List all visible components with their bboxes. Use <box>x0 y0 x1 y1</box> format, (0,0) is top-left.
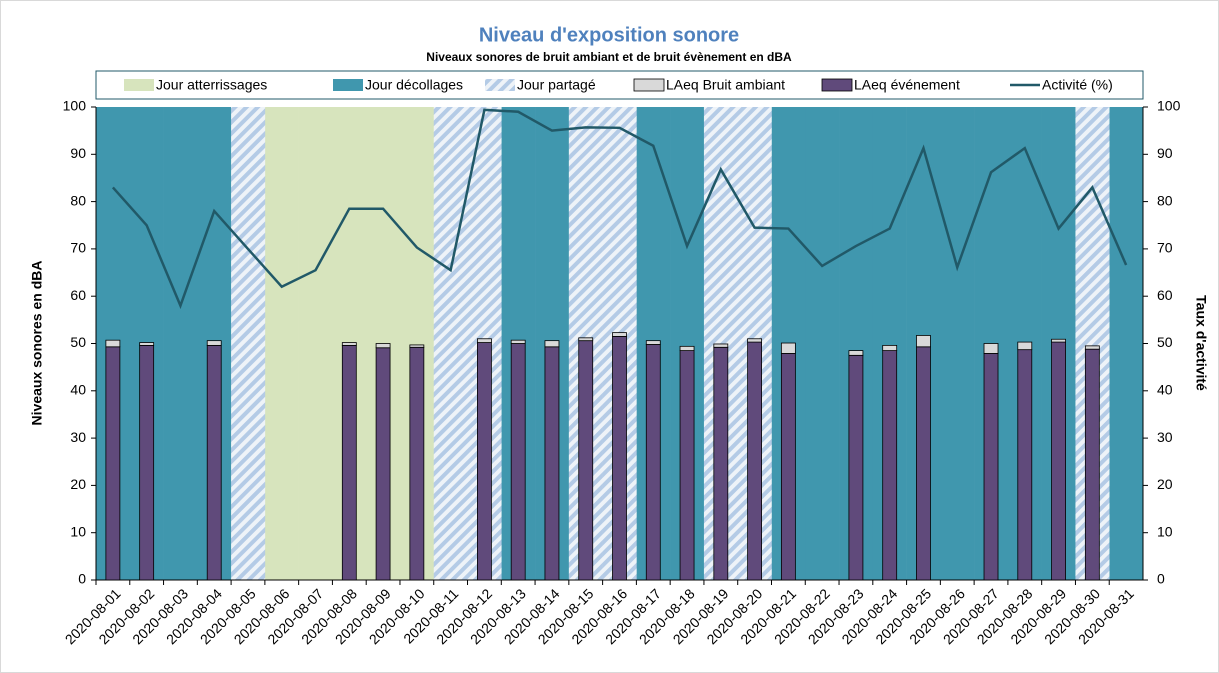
y2-tick-label: 50 <box>1157 334 1173 350</box>
event-bar <box>882 350 898 581</box>
event-bar <box>612 336 627 581</box>
ambient-bar <box>679 345 695 351</box>
y-tick-label: 20 <box>70 476 86 492</box>
ambient-bar <box>1017 341 1033 351</box>
day-type-bar <box>805 107 840 580</box>
event-bar <box>375 347 391 581</box>
ambient-bar <box>848 350 864 356</box>
y2-tick-label: 30 <box>1157 429 1173 445</box>
y-tick-label: 100 <box>63 98 87 114</box>
event-bar <box>1051 341 1066 581</box>
event-bar <box>544 346 560 581</box>
y-tick-label: 0 <box>78 571 86 587</box>
legend-label: Jour décollages <box>365 77 463 93</box>
event-bar <box>916 346 931 581</box>
legend-swatch <box>124 79 154 91</box>
y2-tick-label: 90 <box>1157 145 1173 161</box>
legend-swatch <box>485 79 515 91</box>
ambient-bar <box>645 340 661 345</box>
y2-tick-label: 80 <box>1157 192 1173 208</box>
day-type-bar <box>1109 107 1144 580</box>
day-type-bar <box>231 107 266 580</box>
ambient-bar <box>983 343 999 354</box>
y-axis-title: Niveaux sonores en dBA <box>29 261 45 426</box>
y-tick-label: 10 <box>70 523 86 539</box>
ambient-bar <box>916 335 931 348</box>
event-bar <box>983 353 999 581</box>
chart-title: Niveau d'exposition sonore <box>479 24 739 46</box>
event-bar <box>206 344 222 581</box>
event-bar <box>1017 349 1033 581</box>
y2-tick-label: 10 <box>1157 523 1173 539</box>
ambient-bar <box>713 343 729 348</box>
ambient-bar <box>139 342 155 346</box>
y-tick-label: 60 <box>70 287 86 303</box>
y2-tick-label: 0 <box>1157 571 1165 587</box>
event-bar <box>848 354 864 581</box>
ambient-bar <box>780 342 796 354</box>
ambient-bar <box>544 340 560 348</box>
day-type-bar <box>433 107 468 580</box>
legend-swatch <box>821 78 853 92</box>
chart-subtitle: Niveaux sonores de bruit ambiant et de b… <box>426 50 792 64</box>
event-bar <box>105 346 121 581</box>
ambient-bar <box>341 342 357 346</box>
legend-label: LAeq Bruit ambiant <box>666 77 785 93</box>
ambient-bar <box>612 332 627 337</box>
y-tick-label: 70 <box>70 240 86 256</box>
y2-axis-title: Taux d'activité <box>1193 295 1209 391</box>
ambient-bar <box>206 340 222 346</box>
ambient-bar <box>409 344 425 348</box>
y-tick-label: 90 <box>70 145 86 161</box>
event-bar <box>139 344 155 581</box>
activity-line <box>111 108 1128 310</box>
ambient-bar <box>747 338 762 343</box>
ambient-bar <box>882 344 898 351</box>
event-bar <box>747 341 762 581</box>
event-bar <box>645 344 661 581</box>
ambient-bar <box>477 338 492 343</box>
ambient-bar <box>578 337 594 342</box>
ambient-bar <box>105 339 121 348</box>
event-bar <box>780 353 796 581</box>
legend-box <box>95 70 1144 100</box>
legend-label: Jour partagé <box>517 77 596 93</box>
y-tick-label: 40 <box>70 382 86 398</box>
ambient-bar <box>1051 338 1066 343</box>
y2-tick-label: 40 <box>1157 382 1173 398</box>
y2-tick-label: 100 <box>1157 98 1181 114</box>
y-tick-label: 30 <box>70 429 86 445</box>
event-bar <box>713 346 729 581</box>
y2-tick-label: 60 <box>1157 287 1173 303</box>
event-bar <box>1084 348 1100 581</box>
day-type-bar <box>298 107 333 580</box>
event-bar <box>578 340 594 581</box>
legend-label: Jour atterrissages <box>156 77 267 93</box>
legend-label: Activité (%) <box>1042 77 1113 93</box>
event-bar <box>510 343 526 581</box>
y2-tick-label: 70 <box>1157 240 1173 256</box>
y-tick-label: 50 <box>70 334 86 350</box>
day-type-bar <box>163 107 198 580</box>
day-type-bar <box>940 107 975 580</box>
ambient-bar <box>1084 345 1100 350</box>
legend-swatch <box>333 79 363 91</box>
legend-label: LAeq événement <box>854 77 960 93</box>
legend-swatch <box>633 78 665 92</box>
ambient-bar <box>375 343 391 349</box>
event-bar <box>409 346 425 581</box>
event-bar <box>341 344 357 581</box>
y2-tick-label: 20 <box>1157 476 1173 492</box>
ambient-bar <box>510 339 526 344</box>
event-bar <box>679 350 695 581</box>
y-tick-label: 80 <box>70 192 86 208</box>
event-bar <box>477 342 492 581</box>
day-type-bar <box>264 107 299 580</box>
